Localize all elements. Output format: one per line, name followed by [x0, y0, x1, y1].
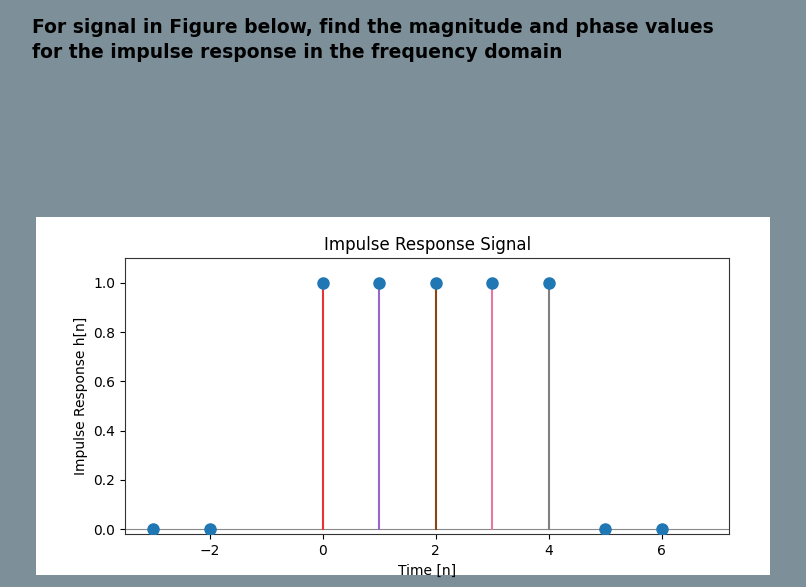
- Text: For signal in Figure below, find the magnitude and phase values
for the impulse : For signal in Figure below, find the mag…: [32, 18, 714, 62]
- Title: Impulse Response Signal: Impulse Response Signal: [324, 236, 530, 254]
- Y-axis label: Impulse Response h[n]: Impulse Response h[n]: [73, 317, 88, 475]
- X-axis label: Time [n]: Time [n]: [398, 564, 456, 578]
